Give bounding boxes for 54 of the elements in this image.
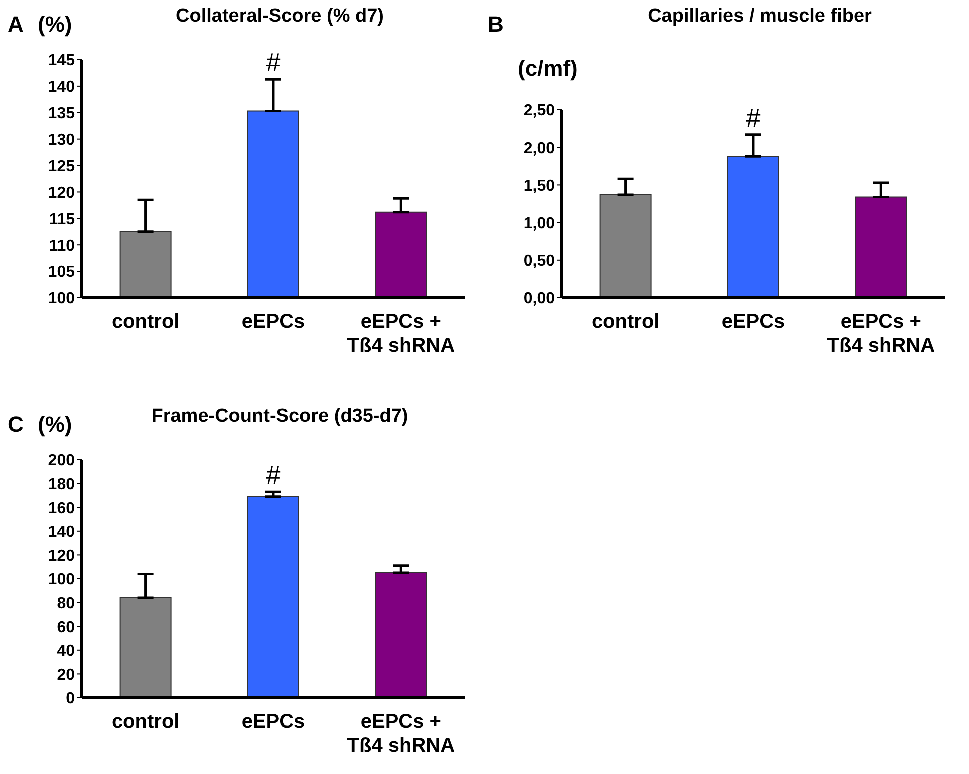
y-tick-label: 40 [57, 643, 76, 660]
y-tick-label: 140 [48, 524, 76, 542]
y-tick-label: 130 [48, 132, 76, 150]
text: B [488, 12, 504, 38]
y-tick-label: 1,50 [524, 178, 556, 195]
y-tick-label: 2,00 [524, 140, 556, 158]
bar [120, 598, 172, 698]
y-tick-label: 60 [57, 619, 76, 636]
text: C [8, 412, 24, 438]
y-tick-label: 0,00 [524, 290, 556, 308]
bar [375, 572, 428, 698]
y-tick-label: 145 [48, 52, 76, 70]
y-tick-label: 2,50 [524, 102, 556, 120]
y-tick-label: 0,50 [524, 253, 556, 270]
x-tick-label: eEPCs + Tß4 shRNA [827, 311, 936, 357]
x-tick-label: eEPCs [242, 311, 306, 333]
x-tick-label: control [592, 311, 660, 333]
y-tick-label: 160 [48, 500, 76, 518]
chart-title: Frame-Count-Score (d35-d7) [150, 406, 410, 428]
chart-title: Capillaries / muscle fiber [647, 6, 873, 28]
annotation: # [266, 460, 282, 490]
y-tick-label: 100 [48, 572, 76, 589]
bar [727, 156, 780, 298]
y-tick-label: 0 [66, 690, 76, 708]
y-tick-label: 140 [48, 79, 76, 96]
chart-title: Collateral-Score (% d7) [175, 6, 385, 28]
y-tick-label: 115 [49, 211, 76, 228]
text: A [8, 12, 24, 38]
y-tick-label: 1,00 [524, 215, 556, 232]
y-tick-label: 110 [49, 238, 76, 255]
bar [600, 194, 652, 298]
x-tick-label: control [112, 711, 180, 733]
bar [855, 196, 908, 298]
y-tick-label: 80 [57, 595, 76, 612]
x-tick-label: eEPCs [242, 711, 306, 733]
y-tick-label: 120 [48, 184, 76, 202]
annotation: # [746, 102, 762, 133]
y-tick-label: 200 [48, 452, 76, 470]
x-tick-label: eEPCs [722, 311, 786, 333]
x-tick-label: eEPCs + Tß4 shRNA [347, 311, 456, 357]
y-tick-label: 105 [48, 264, 76, 282]
y-axis-title: (%) [38, 12, 72, 38]
y-tick-label: 135 [48, 106, 76, 123]
annotation: # [266, 48, 282, 78]
y-tick-label: 180 [48, 476, 76, 494]
y-axis-title: (%) [38, 412, 72, 438]
y-tick-label: 20 [57, 666, 76, 684]
y-axis-title: (c/mf) [518, 56, 578, 82]
x-tick-label: eEPCs + Tß4 shRNA [347, 711, 456, 757]
bar [247, 496, 300, 698]
y-tick-label: 120 [48, 548, 76, 565]
y-tick-label: 125 [48, 158, 76, 176]
y-tick-label: 100 [48, 290, 76, 308]
x-tick-label: control [112, 311, 180, 333]
